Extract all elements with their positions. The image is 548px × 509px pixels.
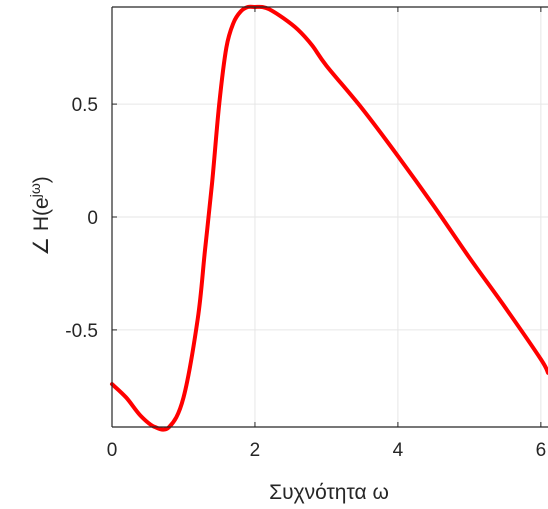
y-axis-label: ∠ H(ejω)	[27, 176, 53, 256]
y-tick-label: -0.5	[65, 321, 98, 342]
phase-curve-group	[110, 4, 548, 432]
phase-curve-line	[110, 4, 548, 432]
axes	[111, 6, 548, 428]
x-tick-label: 0	[107, 440, 118, 461]
tick-labels: 0 2 4 6 -0.5 0 0.5	[65, 95, 546, 461]
x-tick-label: 4	[393, 440, 404, 461]
y-axis-label-superscript: jω	[27, 183, 43, 198]
x-tick-label: 6	[536, 440, 547, 461]
y-axis-label-base: ∠ H(e	[30, 197, 53, 256]
y-tick-label: 0	[87, 208, 98, 229]
y-tick-label: 0.5	[72, 95, 98, 116]
x-axis-label: Συχνότητα ω	[269, 481, 389, 504]
x-tick-label: 2	[250, 440, 261, 461]
y-axis-label-close: )	[30, 176, 53, 183]
grid-lines	[112, 7, 548, 427]
